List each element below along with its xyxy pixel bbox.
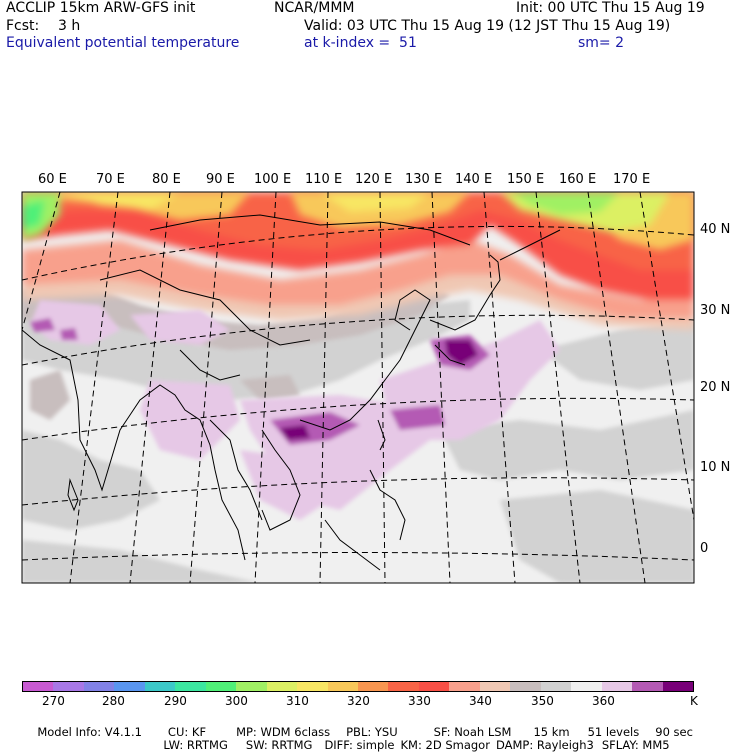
- colorbar-swatch: [662, 682, 693, 691]
- surface-scheme: SF: Noah LSM: [433, 725, 512, 739]
- colorbar-swatch: [632, 682, 663, 691]
- colorbar-swatch: [83, 682, 115, 691]
- colorbar-swatch: [114, 682, 145, 691]
- lon-label: 170 E: [613, 172, 651, 187]
- colorbar-unit: K: [690, 694, 698, 708]
- lat-label: 10 N: [700, 460, 731, 475]
- field-yellow-green: [22, 192, 694, 250]
- damping-option: DAMP: Rayleigh3: [495, 738, 594, 752]
- colorbar-swatch: [297, 682, 328, 691]
- colorbar-label: 300: [225, 694, 248, 708]
- field-name: Equivalent potential temperature: [6, 35, 240, 51]
- lon-label: 160 E: [559, 172, 597, 187]
- lat-label: 0: [700, 541, 709, 556]
- graticule: [22, 192, 694, 583]
- forecast-label: Fcst:: [6, 18, 40, 34]
- colorbar-swatch: [327, 682, 358, 691]
- color-bar: [22, 681, 694, 692]
- microphysics-scheme: MP: WDM 6class: [236, 725, 331, 739]
- colorbar-label: 330: [408, 694, 431, 708]
- forecast-value: 3 h: [58, 18, 81, 34]
- lon-label: 150 E: [507, 172, 545, 187]
- valid-time: Valid: 03 UTC Thu 15 Aug 19 (12 JST Thu …: [304, 18, 671, 34]
- footer-line-2: LW: RRTMG SW: RRTMG DIFF: simple KM: 2D Sma…: [156, 724, 670, 752]
- colorbar-swatch: [144, 682, 176, 691]
- colorbar-swatch: [601, 682, 633, 691]
- colorbar-label: 340: [469, 694, 492, 708]
- lat-label: 30 N: [700, 303, 731, 318]
- lon-label: 120 E: [355, 172, 393, 187]
- colorbar-label: 350: [531, 694, 554, 708]
- lon-label: 110 E: [305, 172, 343, 187]
- colorbar-label: 290: [164, 694, 187, 708]
- colorbar-label: 270: [42, 694, 65, 708]
- colorbar-swatch: [266, 682, 298, 691]
- colorbar-swatch: [540, 682, 572, 691]
- model-title: ACCLIP 15km ARW-GFS init: [6, 0, 196, 16]
- lon-label: 130 E: [405, 172, 443, 187]
- colorbar-label: 310: [286, 694, 309, 708]
- lon-label: 80 E: [152, 172, 181, 187]
- level-index: at k-index = 51: [304, 35, 417, 51]
- km-option: KM: 2D Smagor: [400, 738, 490, 752]
- colorbar-label: 320: [347, 694, 370, 708]
- lon-label: 90 E: [206, 172, 235, 187]
- colorbar-swatch: [388, 682, 419, 691]
- colorbar-swatch: [205, 682, 237, 691]
- colorbar-swatch: [357, 682, 389, 691]
- field-brown-345: [22, 285, 450, 420]
- resolution: 15 km: [533, 725, 570, 739]
- colorbar-swatch: [449, 682, 480, 691]
- time-step: 90 sec: [655, 725, 693, 739]
- colorbar-swatch: [571, 682, 602, 691]
- colorbar-swatch: [510, 682, 541, 691]
- organization: NCAR/MMM: [274, 0, 355, 16]
- colorbar-swatch: [175, 682, 206, 691]
- longwave-scheme: LW: RRTMG: [163, 738, 228, 752]
- model-version: Model Info: V4.1.1: [37, 725, 142, 739]
- colorbar-swatch: [23, 682, 54, 691]
- init-time: Init: 00 UTC Thu 15 Aug 19: [516, 0, 705, 16]
- map-frame: [21, 191, 695, 584]
- lon-label: 100 E: [254, 172, 292, 187]
- vertical-levels: 51 levels: [587, 725, 640, 739]
- lon-label: 140 E: [455, 172, 493, 187]
- colorbar-swatch: [53, 682, 84, 691]
- cumulus-scheme: CU: KF: [167, 725, 207, 739]
- colorbar-swatch: [479, 682, 511, 691]
- lat-label: 40 N: [700, 222, 731, 237]
- surface-layer-scheme: SFLAY: MM5: [601, 738, 670, 752]
- footer-line-1: Model Info: V4.1.1 CU: KF MP: WDM 6class PB…: [30, 711, 693, 739]
- diffusion-scheme: DIFF: simple: [324, 738, 395, 752]
- colorbar-swatch: [236, 682, 267, 691]
- shortwave-scheme: SW: RRTMG: [245, 738, 313, 752]
- lon-label: 70 E: [96, 172, 125, 187]
- smoothing: sm= 2: [578, 35, 625, 51]
- colorbar-swatch: [418, 682, 450, 691]
- colorbar-label: 360: [592, 694, 615, 708]
- colorbar-label: 280: [102, 694, 125, 708]
- lat-label: 20 N: [700, 380, 731, 395]
- pbl-scheme: PBL: YSU: [346, 725, 398, 739]
- lon-label: 60 E: [38, 172, 67, 187]
- coastlines: [22, 214, 561, 571]
